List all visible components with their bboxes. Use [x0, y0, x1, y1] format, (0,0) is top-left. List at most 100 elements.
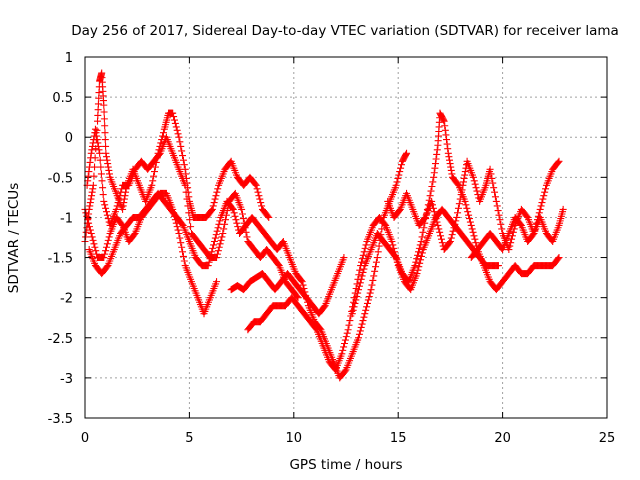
data-point-marker — [435, 225, 443, 233]
data-point-marker — [364, 296, 372, 304]
data-point-marker — [428, 183, 436, 191]
x-tick-label: 25 — [599, 431, 616, 446]
data-point-marker — [433, 146, 441, 154]
data-point-marker — [438, 239, 446, 247]
data-point-marker — [419, 228, 427, 236]
data-point-marker — [454, 204, 462, 212]
data-point-marker — [97, 170, 105, 178]
data-point-marker — [465, 211, 473, 219]
data-point-marker — [461, 168, 469, 176]
data-point-marker — [104, 163, 112, 171]
data-point-marker — [101, 122, 109, 130]
data-point-marker — [243, 233, 251, 241]
data-point-marker — [539, 195, 547, 203]
data-point-marker — [498, 225, 506, 233]
data-point-marker — [102, 208, 110, 216]
data-point-marker — [339, 346, 347, 354]
y-tick-label: -3 — [60, 372, 73, 387]
data-point-marker — [365, 293, 373, 301]
data-point-marker — [88, 188, 96, 196]
data-point-marker — [82, 228, 90, 236]
data-point-marker — [426, 192, 434, 200]
data-point-marker — [354, 289, 362, 297]
data-point-marker — [297, 276, 305, 284]
data-point-marker — [159, 132, 167, 140]
data-point-marker — [496, 216, 504, 224]
data-point-marker — [442, 131, 450, 139]
data-point-marker — [85, 223, 93, 231]
data-point-marker — [105, 170, 113, 178]
data-point-marker — [99, 184, 107, 192]
data-point-marker — [413, 255, 421, 263]
data-point-marker — [417, 256, 425, 264]
data-point-marker — [171, 119, 179, 127]
data-point-marker — [93, 136, 101, 144]
ticks-layer: 0 5 10 15 20 25 -3.5 -3 -2.5 -2 -1.5 -1 -0.5 0 0.5 1 — [48, 51, 616, 446]
data-point-marker — [440, 116, 448, 124]
data-point-marker — [104, 160, 112, 168]
data-point-marker — [206, 255, 214, 263]
data-point-marker — [429, 201, 437, 209]
plot-frame — [84, 56, 608, 419]
data-point-marker — [355, 286, 363, 294]
data-point-marker — [238, 205, 246, 213]
data-point-marker — [342, 333, 350, 341]
data-point-marker — [428, 197, 436, 205]
data-point-marker — [469, 228, 477, 236]
x-tick-label: 10 — [286, 431, 303, 446]
data-point-marker — [210, 238, 218, 246]
data-point-marker — [211, 195, 219, 203]
data-point-marker — [413, 270, 421, 278]
data-point-marker — [434, 221, 442, 229]
data-point-marker — [86, 199, 94, 207]
data-point-marker — [102, 243, 110, 251]
data-point-marker — [554, 255, 562, 263]
data-point-marker — [495, 211, 503, 219]
data-point-marker — [351, 299, 359, 307]
data-point-marker — [494, 262, 502, 270]
data-point-marker — [113, 202, 121, 210]
data-point-marker — [169, 109, 177, 117]
data-point-marker — [264, 212, 272, 220]
data-point-marker — [174, 130, 182, 138]
data-point-marker — [441, 126, 449, 134]
data-point-marker — [472, 239, 480, 247]
data-point-marker — [412, 258, 420, 266]
data-point-marker — [540, 192, 548, 200]
data-point-marker — [361, 310, 369, 318]
data-point-marker — [214, 185, 222, 193]
data-point-marker — [389, 241, 397, 249]
data-point-marker — [256, 195, 264, 203]
data-point-marker — [258, 202, 266, 210]
data-point-marker — [429, 204, 437, 212]
data-point-marker — [493, 202, 501, 210]
data-point-marker — [176, 138, 184, 146]
data-point-marker — [115, 195, 123, 203]
data-point-marker — [361, 244, 369, 252]
data-point-marker — [89, 185, 97, 193]
data-point-marker — [101, 129, 109, 137]
y-tick-label: 0.5 — [52, 91, 73, 106]
data-point-marker — [446, 156, 454, 164]
data-point-marker — [94, 139, 102, 147]
data-point-marker — [460, 174, 468, 182]
data-point-marker — [432, 155, 440, 163]
data-point-marker — [468, 225, 476, 233]
data-point-marker — [254, 188, 262, 196]
data-point-marker — [431, 211, 439, 219]
data-point-marker — [86, 158, 94, 166]
data-point-marker — [84, 172, 92, 180]
y-axis-title: SDTVAR / TECUs — [6, 183, 22, 293]
data-point-marker — [427, 187, 435, 195]
data-point-marker — [355, 330, 363, 338]
data-point-marker — [346, 317, 354, 325]
data-point-marker — [239, 215, 247, 223]
data-point-marker — [394, 174, 402, 182]
data-point-marker — [210, 241, 218, 249]
data-point-marker — [252, 181, 260, 189]
data-point-marker — [473, 187, 481, 195]
data-point-marker — [86, 226, 94, 234]
data-point-marker — [116, 192, 124, 200]
data-point-marker — [98, 177, 106, 185]
data-point-marker — [374, 248, 382, 256]
